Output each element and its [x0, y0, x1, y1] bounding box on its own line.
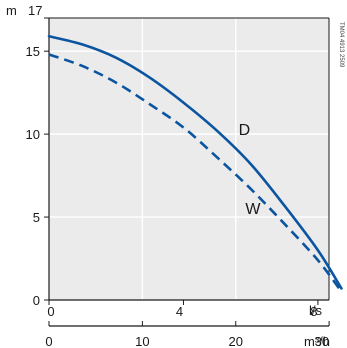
- x-tick-label-top: 0: [47, 304, 54, 319]
- y-tick-label: 15: [26, 44, 40, 59]
- axis-ticks: [44, 17, 330, 326]
- y-axis-unit: m: [6, 3, 17, 18]
- grid-lines: [49, 18, 329, 300]
- series-W-label: W: [245, 201, 261, 218]
- x-tick-label-bottom: 10: [135, 334, 149, 348]
- x-tick-label-bottom: 20: [229, 334, 243, 348]
- y-tick-label: 10: [26, 127, 40, 142]
- side-code-text: TM04 4913 2509: [338, 22, 344, 68]
- series-D-label: D: [239, 122, 251, 139]
- x-axis-unit-bottom: m³/h: [304, 334, 330, 348]
- y-tick-label: 5: [33, 210, 40, 225]
- x-axis-unit-top: l/s: [309, 303, 323, 318]
- series-curves: [47, 34, 343, 293]
- x-tick-label-bottom: 0: [45, 334, 52, 348]
- series-D-line: [47, 34, 343, 290]
- axis-labels: 0 5 10 15 17 0 4 8 0 10 20 30 D W: [26, 3, 330, 348]
- x-tick-label-top: 8: [310, 304, 317, 319]
- x-tick-label-top: 4: [176, 304, 183, 319]
- y-tick-label: 17: [28, 3, 42, 18]
- plot-area: [49, 18, 329, 300]
- y-tick-label: 0: [33, 293, 40, 308]
- series-W-line: [48, 53, 343, 293]
- x-tick-label-bottom: 30: [315, 334, 329, 348]
